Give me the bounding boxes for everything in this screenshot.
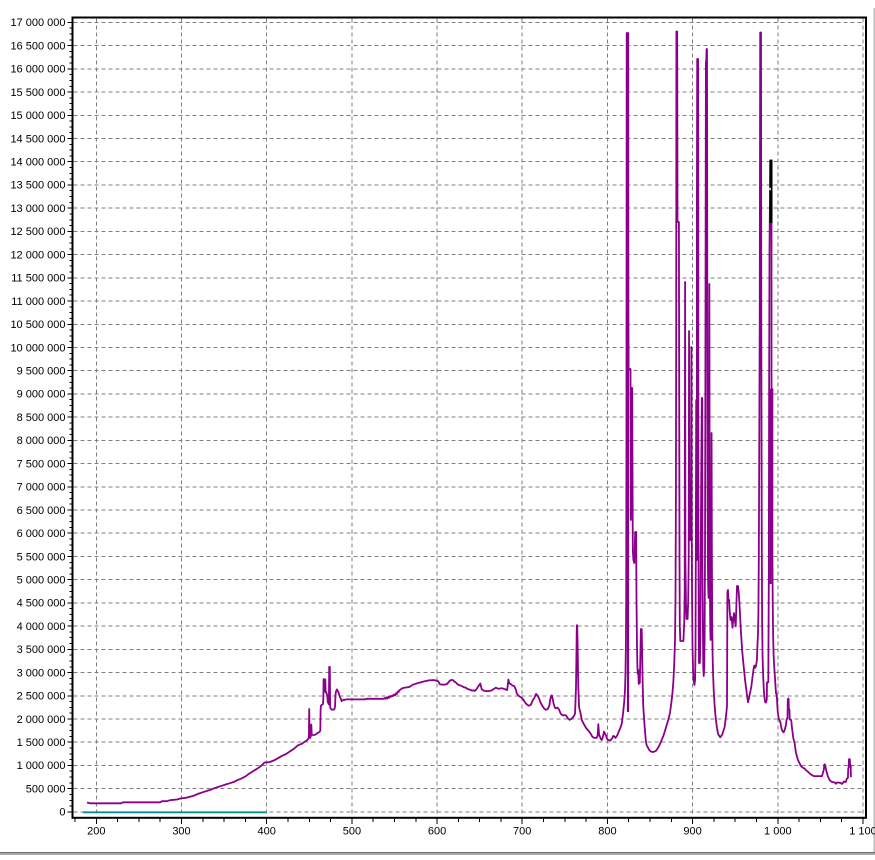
svg-text:12 500 000: 12 500 000 <box>10 226 65 238</box>
svg-text:5 000 000: 5 000 000 <box>17 575 66 587</box>
svg-text:1 000: 1 000 <box>764 826 792 838</box>
svg-text:11 000 000: 11 000 000 <box>11 296 65 308</box>
svg-text:2 500 000: 2 500 000 <box>17 691 66 703</box>
svg-text:4 000 000: 4 000 000 <box>17 621 66 633</box>
svg-text:700: 700 <box>513 826 531 838</box>
svg-text:1 500 000: 1 500 000 <box>17 737 66 749</box>
svg-text:15 000 000: 15 000 000 <box>10 110 65 122</box>
svg-text:13 000 000: 13 000 000 <box>10 203 65 215</box>
svg-text:15 500 000: 15 500 000 <box>10 87 65 99</box>
svg-text:10 000 000: 10 000 000 <box>10 342 65 354</box>
svg-text:12 000 000: 12 000 000 <box>10 249 65 261</box>
svg-text:1 000 000: 1 000 000 <box>17 760 66 772</box>
svg-text:900: 900 <box>683 826 701 838</box>
svg-text:5 500 000: 5 500 000 <box>17 551 66 563</box>
svg-text:7 000 000: 7 000 000 <box>17 482 66 494</box>
svg-text:17 000 000: 17 000 000 <box>10 17 65 29</box>
svg-text:6 000 000: 6 000 000 <box>17 528 66 540</box>
svg-text:4 500 000: 4 500 000 <box>17 598 66 610</box>
svg-text:11 500 000: 11 500 000 <box>11 273 65 285</box>
svg-text:600: 600 <box>428 826 446 838</box>
svg-text:500: 500 <box>343 826 361 838</box>
svg-text:16 500 000: 16 500 000 <box>10 40 65 52</box>
svg-text:400: 400 <box>258 826 276 838</box>
svg-text:8 000 000: 8 000 000 <box>17 435 66 447</box>
svg-text:9 500 000: 9 500 000 <box>17 366 66 378</box>
svg-text:1 100: 1 100 <box>849 826 875 838</box>
svg-text:6 500 000: 6 500 000 <box>17 505 66 517</box>
svg-text:16 000 000: 16 000 000 <box>10 64 65 76</box>
svg-text:14 000 000: 14 000 000 <box>10 157 65 169</box>
svg-text:2 000 000: 2 000 000 <box>17 714 66 726</box>
svg-text:10 500 000: 10 500 000 <box>10 319 65 331</box>
svg-text:200: 200 <box>87 826 105 838</box>
svg-text:0: 0 <box>59 807 65 819</box>
svg-text:14 500 000: 14 500 000 <box>10 133 65 145</box>
svg-text:500 000: 500 000 <box>26 784 66 796</box>
svg-text:300: 300 <box>172 826 190 838</box>
svg-text:8 500 000: 8 500 000 <box>17 412 66 424</box>
svg-text:13 500 000: 13 500 000 <box>10 180 65 192</box>
svg-text:7 500 000: 7 500 000 <box>17 458 66 470</box>
svg-text:800: 800 <box>598 826 616 838</box>
svg-text:3 500 000: 3 500 000 <box>17 644 66 656</box>
svg-text:3 000 000: 3 000 000 <box>17 667 66 679</box>
svg-text:9 000 000: 9 000 000 <box>17 389 66 401</box>
